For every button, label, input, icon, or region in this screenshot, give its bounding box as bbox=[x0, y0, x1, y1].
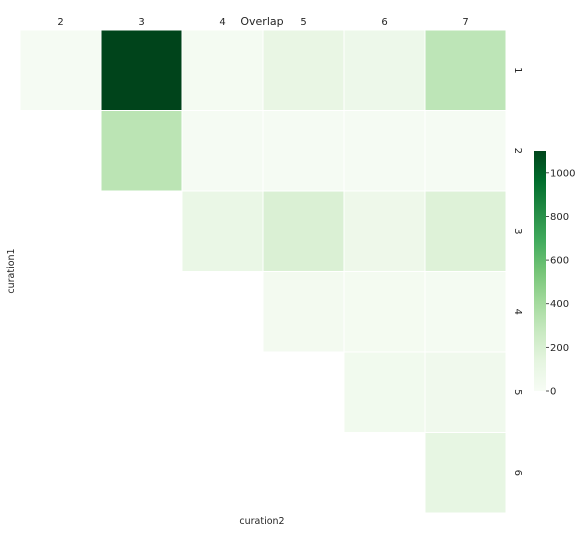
heatmap-cell bbox=[424, 29, 507, 111]
heatmap-cell bbox=[424, 271, 507, 353]
heatmap-cell bbox=[343, 110, 426, 192]
heatmap-cell bbox=[262, 271, 345, 353]
heatmap-cell bbox=[343, 29, 426, 111]
y-tick-label: 6 bbox=[512, 470, 523, 476]
colorbar-tick-label: 600 bbox=[550, 256, 569, 267]
heatmap-cell bbox=[100, 29, 183, 111]
x-tick-label: 2 bbox=[57, 17, 63, 28]
colorbar: 0 200 400 600 800 1000 bbox=[534, 151, 575, 398]
heatmap-cell bbox=[181, 110, 264, 192]
heatmap-cell bbox=[181, 29, 264, 111]
x-tick-label: 3 bbox=[138, 17, 144, 28]
y-tick-label: 1 bbox=[512, 67, 523, 73]
heatmap-cell bbox=[343, 190, 426, 272]
heatmap-cell bbox=[343, 351, 426, 433]
heatmap-cell bbox=[424, 432, 507, 514]
heatmap-cell bbox=[343, 271, 426, 353]
colorbar-gradient bbox=[534, 151, 546, 391]
x-tick-labels: 2 3 4 5 6 7 bbox=[57, 17, 468, 28]
colorbar-tick-label: 0 bbox=[550, 387, 556, 398]
x-tick-label: 7 bbox=[462, 17, 468, 28]
y-tick-label: 5 bbox=[512, 389, 523, 395]
heatmap-cell bbox=[19, 29, 102, 111]
colorbar-tick-label: 1000 bbox=[550, 168, 575, 179]
y-tick-labels: 1 2 3 4 5 6 bbox=[512, 67, 523, 476]
heatmap-cells bbox=[19, 29, 507, 514]
heatmap-cell bbox=[262, 190, 345, 272]
colorbar-tick-label: 400 bbox=[550, 299, 569, 310]
heatmap-cell bbox=[424, 190, 507, 272]
heatmap-cell bbox=[424, 351, 507, 433]
heatmap-cell bbox=[262, 110, 345, 192]
colorbar-tick-label: 200 bbox=[550, 343, 569, 354]
x-tick-label: 6 bbox=[381, 17, 387, 28]
heatmap-cell bbox=[181, 190, 264, 272]
y-axis-label: curation1 bbox=[6, 248, 17, 293]
y-tick-label: 4 bbox=[512, 309, 523, 315]
colorbar-tick-labels: 0 200 400 600 800 1000 bbox=[546, 168, 575, 398]
x-axis-label: curation2 bbox=[239, 516, 284, 527]
heatmap-cell bbox=[100, 110, 183, 192]
heatmap-cell bbox=[424, 110, 507, 192]
y-tick-label: 2 bbox=[512, 148, 523, 154]
colorbar-tick-label: 800 bbox=[550, 212, 569, 223]
y-tick-label: 3 bbox=[512, 228, 523, 234]
x-tick-label: 4 bbox=[219, 17, 225, 28]
chart-title: Overlap bbox=[240, 15, 283, 28]
heatmap-cell bbox=[262, 29, 345, 111]
x-tick-label: 5 bbox=[300, 17, 306, 28]
